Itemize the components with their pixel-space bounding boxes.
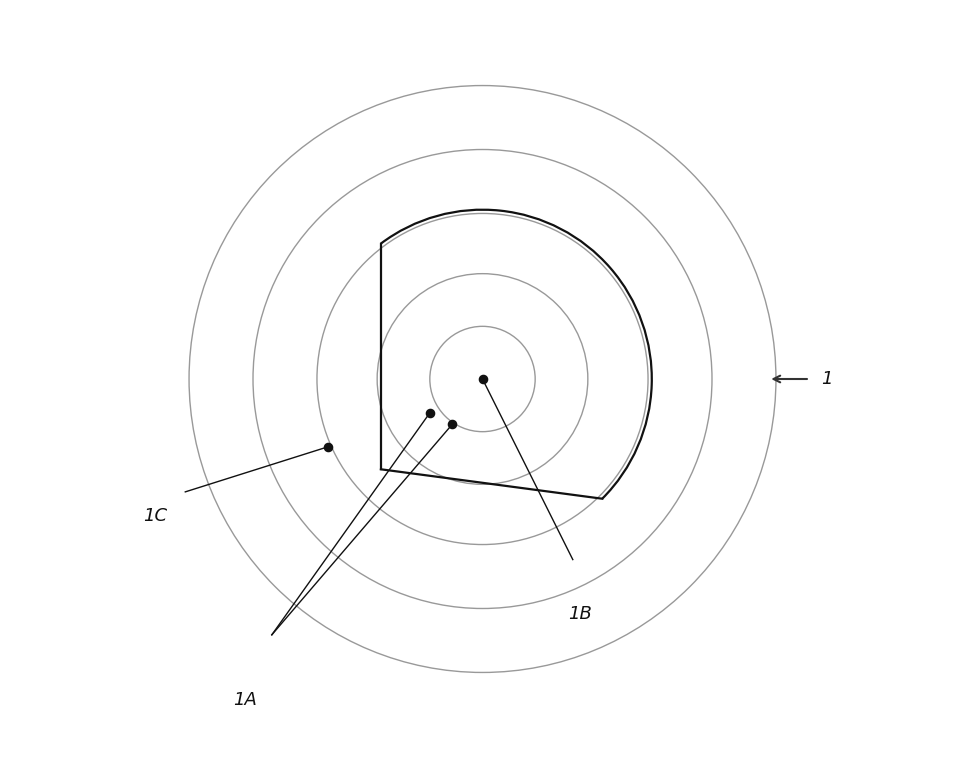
Text: 1: 1 (821, 370, 833, 388)
Point (445, 418, 460, 431)
Text: 1C: 1C (143, 507, 167, 525)
Point (475, 373, 490, 385)
Point (320, 440, 336, 453)
Text: 1B: 1B (568, 605, 593, 623)
Point (422, 407, 437, 419)
Text: 1A: 1A (234, 691, 258, 709)
